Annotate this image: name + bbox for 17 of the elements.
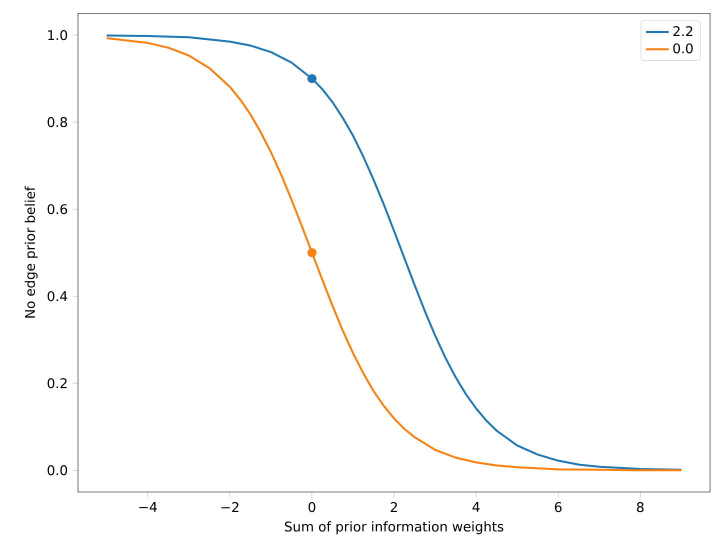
x-tick-label: −2: [221, 502, 238, 512]
x-tick-label: 8: [636, 502, 644, 512]
y-tick-label: 0.6: [48, 204, 68, 214]
legend-label: 2.2: [673, 26, 692, 36]
y-tick-label: 0.2: [48, 378, 67, 388]
x-tick-label: 0: [308, 502, 316, 512]
y-axis-title: No edge prior belief: [24, 186, 38, 318]
x-tick-label: 4: [472, 502, 480, 512]
x-tick-label: 2: [390, 502, 397, 512]
y-tick-label: 0.8: [48, 117, 68, 128]
y-tick-label: 0.0: [48, 465, 68, 476]
x-axis-title: Sum of prior information weights: [284, 521, 504, 534]
y-tick-label: 1.0: [48, 30, 68, 40]
x-tick-label: −4: [139, 502, 157, 512]
x-tick-label: 6: [554, 502, 562, 512]
legend-label: 0.0: [673, 43, 693, 54]
y-tick-label: 0.4: [48, 291, 68, 302]
